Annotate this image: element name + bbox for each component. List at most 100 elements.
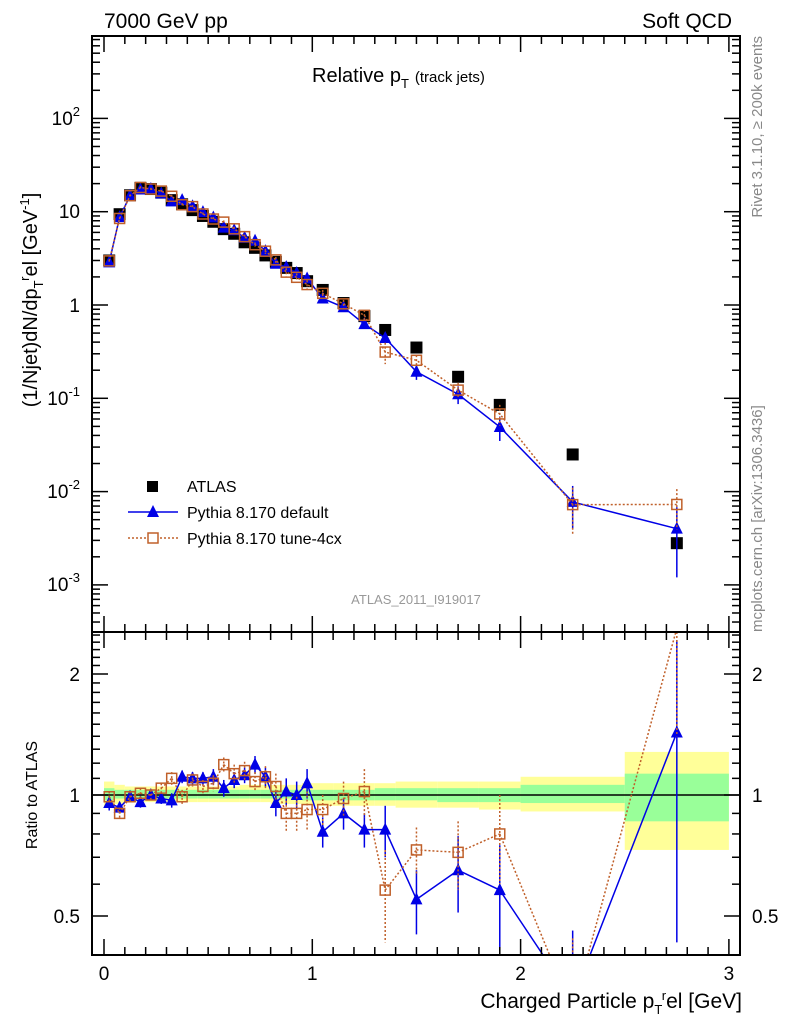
point-default xyxy=(134,182,147,195)
band-inner xyxy=(135,789,146,799)
point-default xyxy=(217,781,230,794)
ratio-plot-marks xyxy=(103,632,683,955)
point-default xyxy=(165,194,178,207)
point-default xyxy=(410,364,423,377)
point-default xyxy=(379,331,392,344)
point-atlas xyxy=(566,448,579,461)
point-atlas xyxy=(410,341,423,354)
line-segment-tune-4cx xyxy=(118,796,131,814)
y-tick-label-1e2: 102 xyxy=(52,104,80,130)
legend-label-atlas: ATLAS xyxy=(187,479,237,496)
line-default xyxy=(108,188,678,530)
band-inner xyxy=(260,789,271,799)
point-default xyxy=(379,822,392,835)
point-default xyxy=(358,822,371,835)
header-left: 7000 GeV pp xyxy=(104,10,228,33)
point-atlas xyxy=(379,323,392,336)
line-segment-tune-4cx xyxy=(244,770,256,783)
point-default xyxy=(493,883,506,896)
point-tune-4cx xyxy=(186,774,199,786)
legend-label-default: Pythia 8.170 default xyxy=(187,505,329,522)
line-segment-default xyxy=(499,889,544,955)
legend-marker-atlas xyxy=(147,481,158,492)
point-default xyxy=(280,260,293,273)
line-tune-4cx xyxy=(108,186,677,506)
point-tune-4cx xyxy=(259,245,272,257)
point-tune-4cx xyxy=(228,223,240,235)
point-tune-4cx xyxy=(494,408,506,420)
point-default xyxy=(670,725,683,738)
point-default xyxy=(196,771,209,784)
point-tune-4cx xyxy=(290,271,303,284)
band-inner xyxy=(395,788,438,801)
point-tune-4cx xyxy=(379,346,391,358)
point-default xyxy=(493,419,506,432)
point-tune-4cx xyxy=(566,498,579,511)
point-tune-4cx xyxy=(301,278,313,291)
band-inner xyxy=(228,789,240,799)
point-tune-4cx xyxy=(270,780,282,793)
ratio-y-tick-label: 2 xyxy=(69,665,80,686)
point-default xyxy=(238,230,251,243)
line-segment-tune-4cx xyxy=(499,833,551,955)
point-default xyxy=(176,769,189,782)
band-inner xyxy=(187,789,198,799)
point-tune-4cx xyxy=(165,772,178,785)
point-default xyxy=(316,291,329,304)
legend-marker-tune xyxy=(147,532,159,544)
ratio-y-axis-label: Ratio to ATLAS xyxy=(24,741,41,849)
band-inner xyxy=(374,788,396,801)
axis-ticks: 0 1 2 3 0.5 0.5 1 1 2 2 xyxy=(54,36,778,985)
ratio-y-tick-label: 0.5 xyxy=(54,907,80,928)
point-tune-4cx xyxy=(316,287,329,300)
point-tune-4cx xyxy=(113,212,126,225)
point-tune-4cx xyxy=(452,384,464,396)
y-tick-label-1e-3: 10-3 xyxy=(47,570,80,596)
point-tune-4cx xyxy=(207,777,220,789)
point-tune-4cx xyxy=(103,791,115,803)
x-tick-label: 0 xyxy=(99,964,110,985)
line-segment-tune-4cx xyxy=(457,833,501,854)
point-default xyxy=(280,784,293,797)
point-default xyxy=(290,788,303,800)
line-segment-default xyxy=(306,782,324,833)
line-segment-tune-4cx xyxy=(108,796,121,814)
line-segment-tune-4cx xyxy=(384,849,418,891)
header-right: Soft QCD xyxy=(642,10,732,33)
point-tune-4cx xyxy=(358,309,371,322)
y-tick-label-1: 1 xyxy=(69,296,80,317)
point-default xyxy=(358,317,371,330)
point-tune-4cx xyxy=(494,828,506,840)
point-default xyxy=(113,210,126,223)
point-tune-4cx xyxy=(186,200,199,213)
point-default xyxy=(165,793,178,806)
line-segment-tune-4cx xyxy=(181,779,194,798)
ratio-y-tick-label-right: 1 xyxy=(752,786,763,807)
point-default xyxy=(249,757,262,770)
point-tune-4cx xyxy=(238,764,251,777)
line-segment-default xyxy=(384,829,418,900)
line-segment-tune-4cx xyxy=(171,777,183,798)
point-default xyxy=(186,771,199,784)
point-default xyxy=(269,796,282,809)
ratio-y-tick-label-right: 0.5 xyxy=(752,907,778,928)
point-default xyxy=(301,271,314,284)
main-y-axis-label: (1/Njet)dN/dpTrel [GeV-1] xyxy=(17,193,46,408)
y-tick-label-1e-1: 10-1 xyxy=(47,384,80,410)
line-segment-tune-4cx xyxy=(212,764,225,784)
line-segment-default xyxy=(589,732,678,955)
point-tune-4cx xyxy=(103,255,115,267)
point-default xyxy=(316,824,329,837)
band-inner xyxy=(249,789,261,799)
band-inner xyxy=(114,789,125,799)
point-default xyxy=(410,892,423,905)
point-tune-4cx xyxy=(165,190,178,203)
mcplots-label: mcplots.cern.ch [arXiv:1306.3436] xyxy=(749,405,766,632)
point-tune-4cx xyxy=(145,789,157,801)
point-tune-4cx xyxy=(124,189,136,202)
point-tune-4cx xyxy=(218,216,230,228)
analysis-watermark: ATLAS_2011_I919017 xyxy=(351,592,481,607)
point-tune-4cx xyxy=(270,254,282,266)
band-inner xyxy=(197,789,209,799)
